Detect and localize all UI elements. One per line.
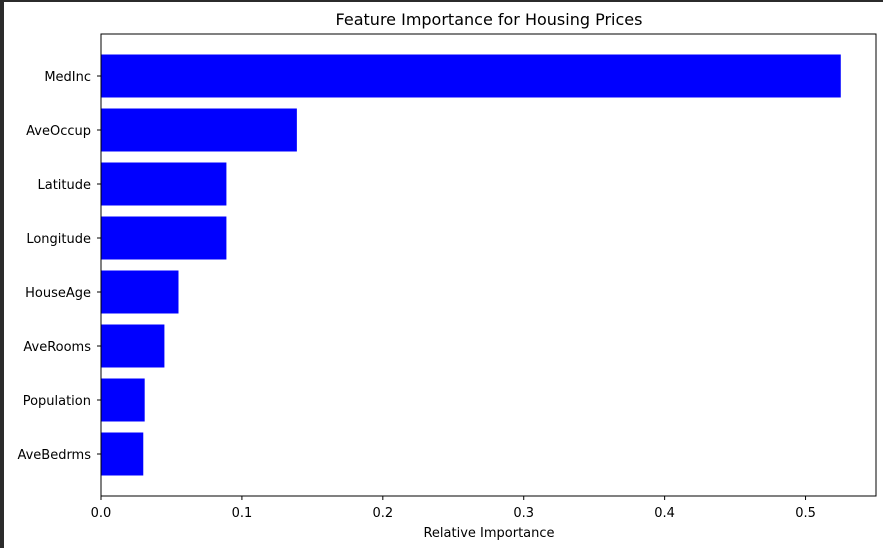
bar-avebedrms: [101, 432, 144, 476]
bar-population: [101, 378, 145, 422]
y-tick-label-medinc: MedInc: [44, 70, 91, 85]
y-tick-label-latitude: Latitude: [37, 178, 91, 193]
x-tick-label: 0.5: [795, 506, 816, 521]
bar-averooms: [101, 324, 165, 368]
bar-longitude: [101, 216, 227, 260]
x-axis-label: Relative Importance: [423, 526, 554, 541]
x-ticks-group: 0.0 0.1 0.2 0.3 0.4 0.5: [91, 496, 816, 521]
y-tick-label-population: Population: [23, 394, 91, 409]
bar-houseage: [101, 270, 179, 314]
window-top-border: [0, 0, 883, 2]
bar-latitude: [101, 162, 227, 206]
plot-frame: [100, 33, 877, 497]
y-tick-label-longitude: Longitude: [26, 232, 91, 247]
x-tick-label: 0.3: [513, 506, 534, 521]
window-left-border: [0, 0, 4, 548]
chart-title: Feature Importance for Housing Prices: [336, 10, 643, 29]
y-tick-label-houseage: HouseAge: [25, 286, 91, 301]
y-ticks-group: MedInc AveOccup Latitude Longitude HouseAge A…: [17, 70, 101, 463]
x-tick-label: 0.0: [91, 506, 112, 521]
x-tick-label: 0.1: [232, 506, 253, 521]
y-tick-label-aveoccup: AveOccup: [26, 124, 91, 139]
y-tick-label-averooms: AveRooms: [23, 340, 91, 355]
x-tick-label: 0.4: [654, 506, 675, 521]
x-tick-label: 0.2: [372, 506, 393, 521]
bars-group: [101, 54, 841, 476]
bar-aveoccup: [101, 108, 297, 152]
y-tick-label-avebedrms: AveBedrms: [17, 448, 91, 463]
bar-medinc: [101, 54, 841, 98]
